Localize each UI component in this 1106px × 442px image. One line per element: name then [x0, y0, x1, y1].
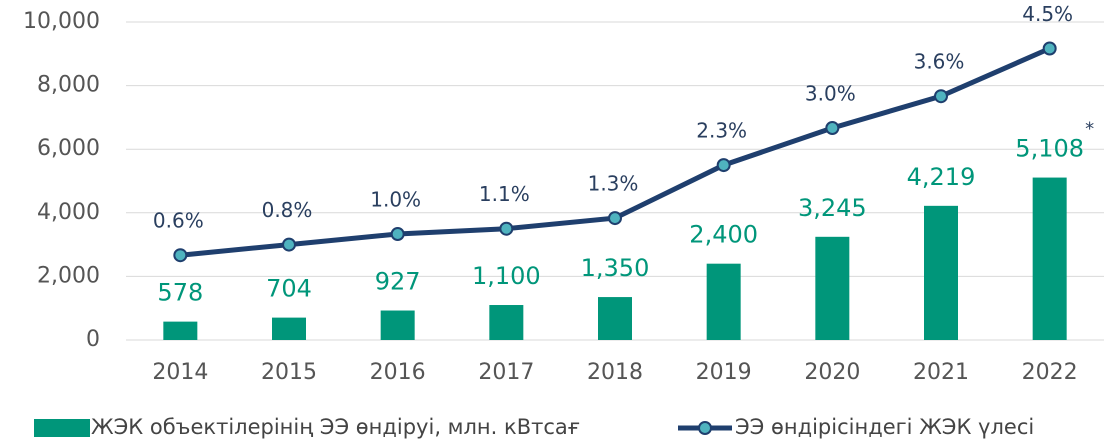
x-tick-label: 2014 — [152, 360, 208, 385]
y-tick-label: 4,000 — [37, 200, 100, 225]
line-value-label: 0.8% — [262, 198, 313, 222]
x-tick-label: 2019 — [696, 360, 752, 385]
bar — [1032, 177, 1067, 340]
line-value-label: 2.3% — [696, 119, 747, 143]
bar — [924, 205, 958, 340]
bar-value-label: 3,245 — [798, 194, 867, 222]
line-value-label: 3.6% — [914, 50, 965, 74]
x-tick-label: 2020 — [804, 360, 860, 385]
legend-label: ЭЭ өндірісіндегі ЖЭК үлесі — [735, 415, 1034, 439]
y-tick-label: 10,000 — [23, 9, 100, 34]
x-tick-label: 2018 — [587, 360, 643, 385]
line-value-label: 4.5% — [1022, 2, 1073, 26]
line-marker — [499, 221, 514, 236]
line-marker — [825, 121, 840, 135]
x-tick-label: 2021 — [913, 360, 969, 385]
bar — [598, 297, 632, 340]
line-marker — [716, 158, 731, 173]
line-marker — [282, 237, 296, 252]
line-value-label: 0.6% — [153, 209, 204, 233]
line-value-label: 1.0% — [370, 188, 421, 212]
bar-value-label: 4,219 — [907, 163, 976, 191]
line-marker — [173, 248, 188, 263]
line-marker — [608, 211, 622, 226]
bar-value-label: 1,350 — [581, 254, 650, 282]
x-tick-label: 2016 — [370, 360, 426, 385]
line-value-label: 1.3% — [588, 172, 639, 196]
x-tick-label: 2022 — [1022, 360, 1078, 385]
bar-value-label: 578 — [157, 279, 203, 307]
annotation: * — [1085, 119, 1094, 140]
line-marker — [390, 227, 405, 241]
line-marker — [1042, 41, 1057, 56]
bar — [706, 263, 741, 340]
bar — [815, 236, 850, 340]
line-marker — [934, 89, 948, 104]
legend-swatch — [34, 419, 90, 437]
bar — [380, 310, 415, 340]
legend-label: ЖЭК объектілерінің ЭЭ өндіруі, млн. кВтс… — [91, 415, 580, 439]
bar — [489, 305, 524, 340]
legend-marker — [698, 421, 712, 435]
bar — [272, 317, 306, 340]
line-value-label: 1.1% — [479, 182, 530, 206]
x-tick-label: 2015 — [261, 360, 317, 385]
y-tick-label: 0 — [86, 327, 100, 352]
bar-value-label: 704 — [266, 275, 312, 303]
y-tick-label: 2,000 — [37, 263, 100, 288]
line-value-label: 3.0% — [805, 82, 856, 106]
bar-value-label: 1,100 — [472, 262, 541, 290]
bar — [163, 321, 198, 340]
bar-value-label: 927 — [375, 268, 421, 296]
y-tick-label: 8,000 — [37, 73, 100, 98]
y-tick-label: 6,000 — [37, 136, 100, 161]
bar-value-label: 5,108 — [1015, 135, 1084, 163]
bar-value-label: 2,400 — [689, 221, 758, 249]
x-tick-label: 2017 — [478, 360, 534, 385]
